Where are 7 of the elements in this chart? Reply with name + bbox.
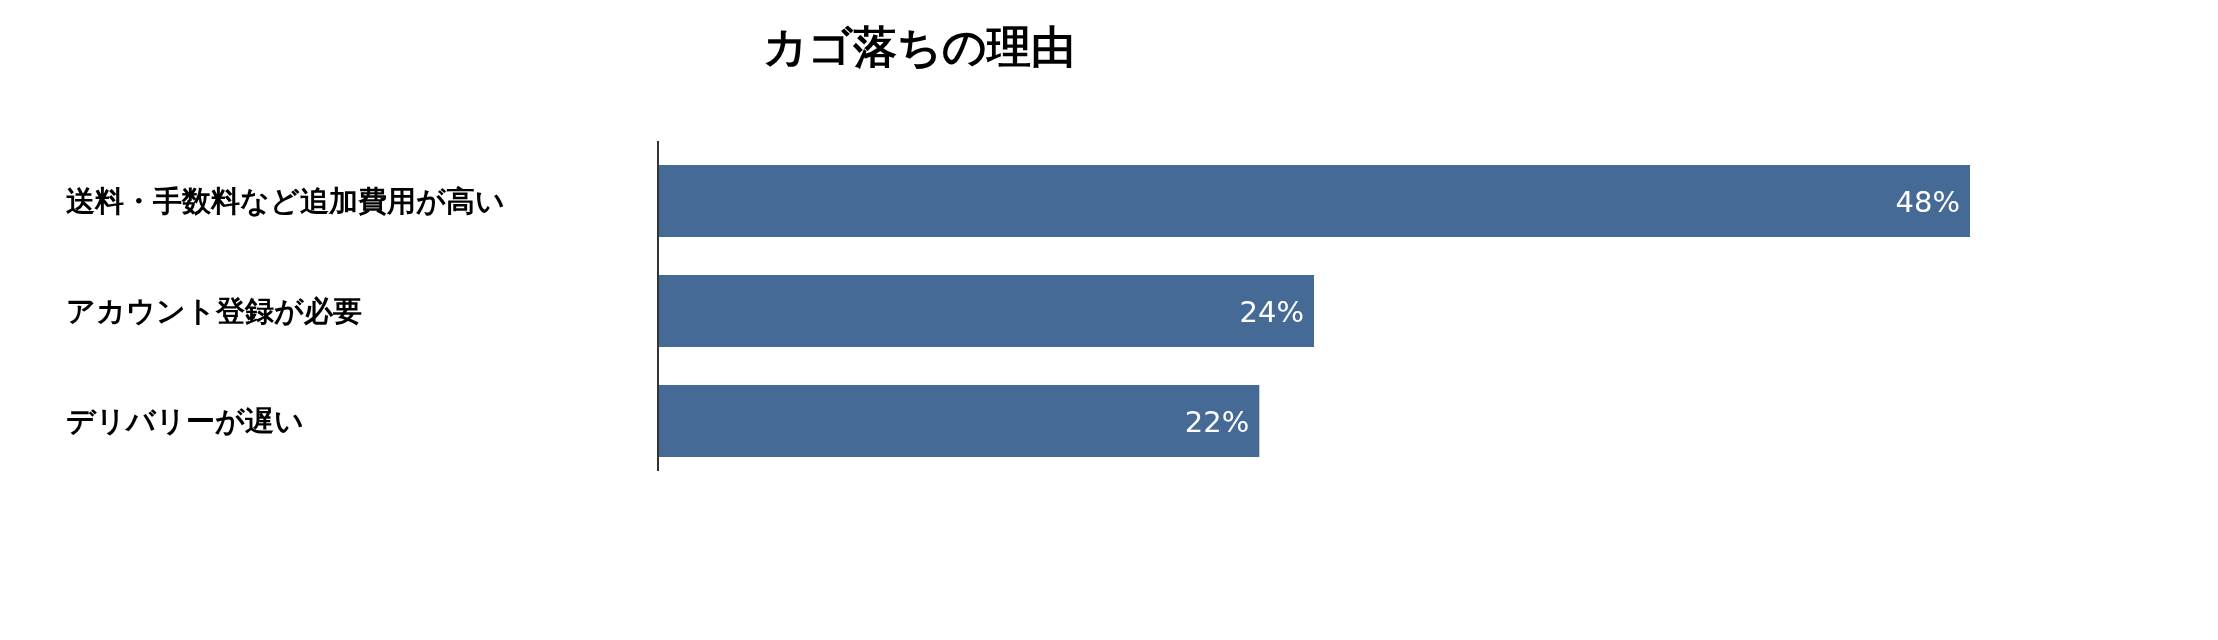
data-label: 24%: [1239, 295, 1304, 329]
y-tick-label: 送料・手数料など追加費用が高い: [66, 184, 505, 218]
y-tick-label: アカウント登録が必要: [66, 294, 362, 328]
chart-title: カゴ落ちの理由: [763, 21, 1075, 72]
data-label: 48%: [1895, 185, 1960, 219]
y-tick-label: デリバリーが遅い: [66, 404, 304, 438]
data-label: 22%: [1184, 405, 1250, 439]
